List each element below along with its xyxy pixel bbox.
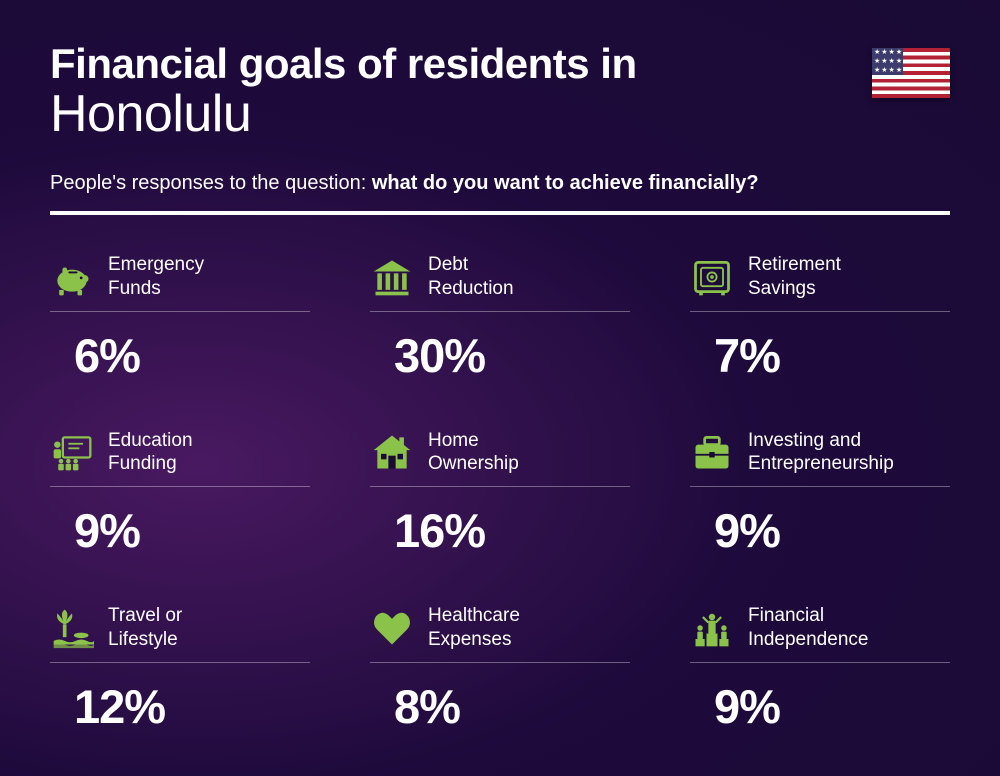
stat-debt-reduction: Debt Reduction 30% <box>370 253 630 383</box>
education-icon <box>50 430 94 474</box>
stat-head: Education Funding <box>50 429 310 488</box>
briefcase-icon <box>690 430 734 474</box>
stat-value: 30% <box>394 328 630 383</box>
stat-emergency-funds: Emergency Funds 6% <box>50 253 310 383</box>
stat-label: Education Funding <box>108 429 193 477</box>
stat-label: Debt Reduction <box>428 253 514 301</box>
stat-head: Travel or Lifestyle <box>50 604 310 663</box>
house-icon <box>370 430 414 474</box>
stat-label: Financial Independence <box>748 604 868 652</box>
title-line1: Financial goals of residents in <box>50 40 950 88</box>
stat-value: 12% <box>74 679 310 734</box>
stat-value: 16% <box>394 503 630 558</box>
stat-label: Retirement Savings <box>748 253 841 301</box>
stat-retirement-savings: Retirement Savings 7% <box>690 253 950 383</box>
travel-icon <box>50 606 94 650</box>
stat-head: Home Ownership <box>370 429 630 488</box>
stat-education-funding: Education Funding 9% <box>50 429 310 559</box>
stat-healthcare: Healthcare Expenses 8% <box>370 604 630 734</box>
piggy-bank-icon <box>50 255 94 299</box>
subtitle-prefix: People's responses to the question: <box>50 172 372 194</box>
stat-head: Emergency Funds <box>50 253 310 312</box>
stat-travel-lifestyle: Travel or Lifestyle 12% <box>50 604 310 734</box>
stat-label: Healthcare Expenses <box>428 604 520 652</box>
usa-flag-icon <box>872 48 950 98</box>
subtitle-bold: what do you want to achieve financially? <box>372 172 759 194</box>
stat-value: 7% <box>714 328 950 383</box>
stat-value: 8% <box>394 679 630 734</box>
stat-head: Debt Reduction <box>370 253 630 312</box>
header: Financial goals of residents in Honolulu… <box>50 40 950 215</box>
infographic-container: Financial goals of residents in Honolulu… <box>0 0 1000 774</box>
stat-label: Investing and Entrepreneurship <box>748 429 894 477</box>
stat-label: Emergency Funds <box>108 253 204 301</box>
healthcare-icon <box>370 606 414 650</box>
safe-icon <box>690 255 734 299</box>
stat-home-ownership: Home Ownership 16% <box>370 429 630 559</box>
header-divider <box>50 211 950 215</box>
stat-head: Investing and Entrepreneurship <box>690 429 950 488</box>
independence-icon <box>690 606 734 650</box>
subtitle: People's responses to the question: what… <box>50 172 950 195</box>
stat-value: 6% <box>74 328 310 383</box>
stat-value: 9% <box>714 503 950 558</box>
stat-head: Healthcare Expenses <box>370 604 630 663</box>
stats-grid: Emergency Funds 6% Debt Reduction 30% <box>50 253 950 734</box>
stat-head: Retirement Savings <box>690 253 950 312</box>
title-line2: Honolulu <box>50 84 950 144</box>
stat-investing: Investing and Entrepreneurship 9% <box>690 429 950 559</box>
stat-head: Financial Independence <box>690 604 950 663</box>
stat-label: Home Ownership <box>428 429 519 477</box>
stat-value: 9% <box>74 503 310 558</box>
bank-icon <box>370 255 414 299</box>
stat-financial-independence: Financial Independence 9% <box>690 604 950 734</box>
stat-value: 9% <box>714 679 950 734</box>
stat-label: Travel or Lifestyle <box>108 604 182 652</box>
